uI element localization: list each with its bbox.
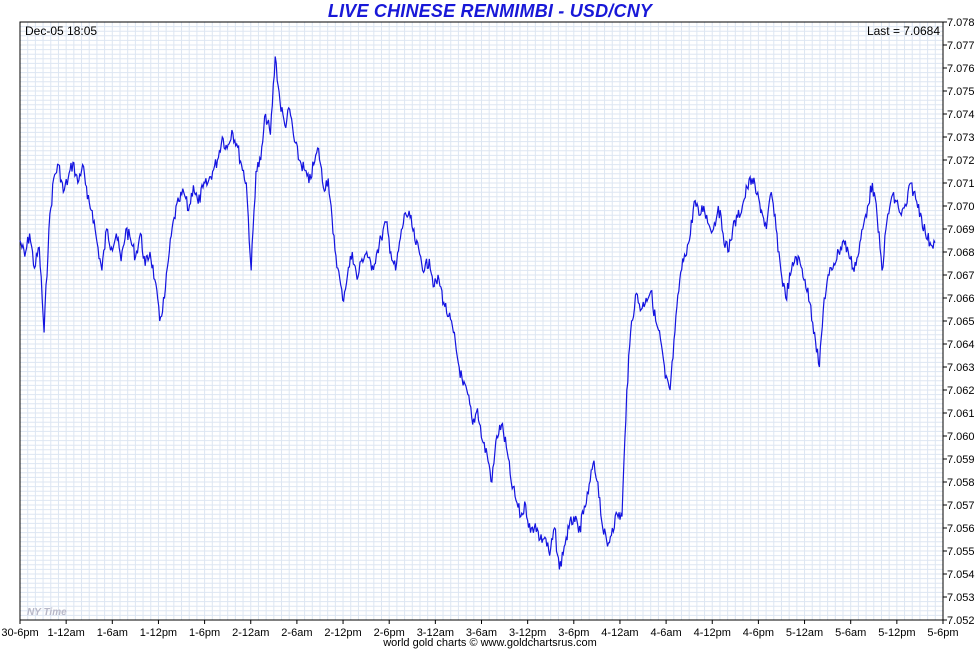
x-tick-label: 1-6pm (189, 627, 220, 639)
x-tick-label: 5-12pm (878, 627, 915, 639)
y-tick-label: 7.058 (947, 477, 975, 489)
y-tick-label: 7.070 (947, 201, 975, 213)
x-tick-label: 4-12pm (694, 627, 731, 639)
date-label: Dec-05 18:05 (25, 24, 98, 38)
x-tick-label: 3-12am (417, 627, 454, 639)
last-price-label: Last = 7.0684 (866, 24, 940, 38)
price-points (19, 56, 936, 570)
x-tick-label: 3-12pm (509, 627, 546, 639)
y-tick-label: 7.064 (947, 339, 975, 351)
y-tick-label: 7.053 (947, 592, 975, 604)
y-tick-label: 7.066 (947, 293, 975, 305)
y-tick-label: 7.057 (947, 500, 975, 512)
x-tick-label: 2-6am (281, 627, 312, 639)
x-tick-label: 4-6am (651, 627, 682, 639)
x-tick-label: 4-6pm (743, 627, 774, 639)
grid-lines (19, 21, 943, 621)
y-tick-label: 7.075 (947, 86, 975, 98)
x-tick-label: 5-6am (835, 627, 866, 639)
y-tick-label: 7.077 (947, 40, 975, 52)
y-tick-label: 7.055 (947, 546, 975, 558)
x-tick-label: 2-12am (232, 627, 269, 639)
x-tick-label: 2-6pm (374, 627, 405, 639)
y-tick-label: 7.054 (947, 569, 975, 581)
y-tick-label: 7.073 (947, 132, 975, 144)
x-tick-label: 1-12pm (140, 627, 177, 639)
x-axis: 30-6pm 1-12am 1-6am 1-12pm 1-6pm 2-12am 2-6am 2… (1, 620, 959, 639)
y-tick-label: 7.076 (947, 63, 975, 75)
y-tick-label: 7.078 (947, 17, 975, 29)
y-tick-label: 7.068 (947, 247, 975, 259)
y-axis: 7.052 7.053 7.054 7.055 7.056 7.057 7.058 7.059… (943, 17, 975, 627)
x-tick-label: 30-6pm (1, 627, 38, 639)
chart-title: LIVE CHINESE RENMIMBI - USD/CNY (327, 1, 653, 21)
y-tick-label: 7.072 (947, 155, 975, 167)
x-tick-label: 4-12am (601, 627, 638, 639)
y-tick-label: 7.069 (947, 224, 975, 236)
y-tick-label: 7.056 (947, 523, 975, 535)
x-tick-label: 1-6am (97, 627, 128, 639)
x-tick-label: 3-6am (466, 627, 497, 639)
y-tick-label: 7.063 (947, 362, 975, 374)
y-tick-label: 7.065 (947, 316, 975, 328)
x-tick-label: 1-12am (48, 627, 85, 639)
y-tick-label: 7.074 (947, 109, 975, 121)
y-tick-label: 7.052 (947, 615, 975, 627)
y-tick-label: 7.062 (947, 385, 975, 397)
x-tick-label: 5-12am (786, 627, 823, 639)
x-tick-label: 3-6pm (558, 627, 589, 639)
x-tick-label: 2-12pm (324, 627, 361, 639)
y-tick-label: 7.059 (947, 454, 975, 466)
y-tick-label: 7.061 (947, 408, 975, 420)
y-tick-label: 7.067 (947, 270, 975, 282)
timezone-label: NY Time (27, 607, 67, 618)
credit-text: world gold charts © www.goldchartsrus.co… (383, 637, 597, 649)
x-tick-label: 5-6pm (927, 627, 958, 639)
y-tick-label: 7.060 (947, 431, 975, 443)
y-tick-label: 7.071 (947, 178, 975, 190)
